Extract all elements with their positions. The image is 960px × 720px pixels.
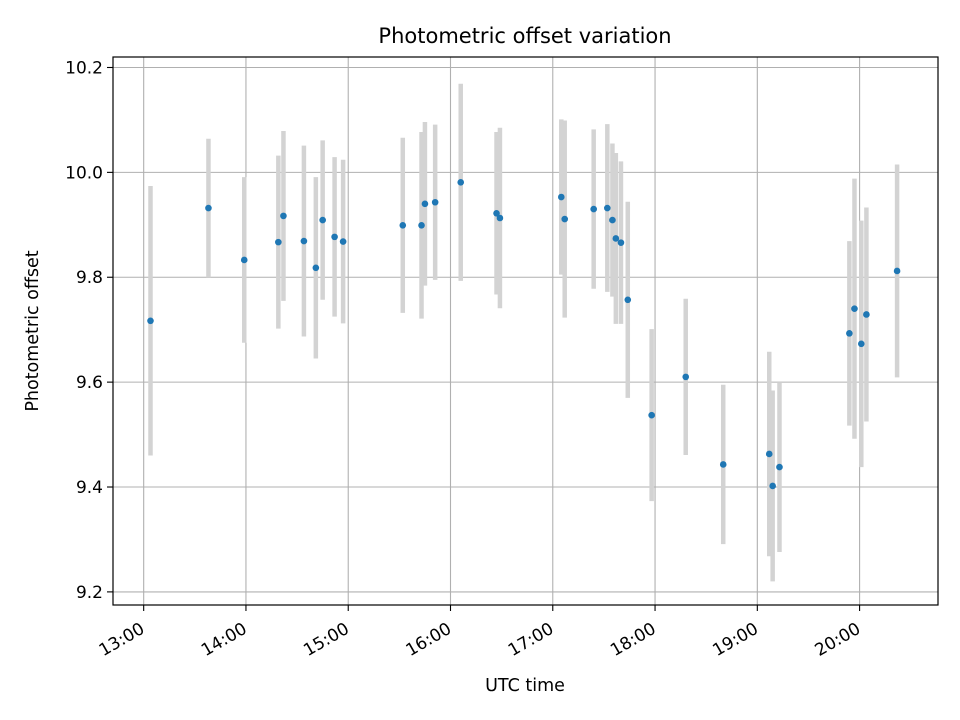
data-point xyxy=(765,450,773,458)
y-tick-label: 10.0 xyxy=(65,163,103,183)
data-point xyxy=(399,222,407,229)
data-point xyxy=(624,296,632,304)
data-point xyxy=(590,205,597,213)
data-point xyxy=(893,267,901,275)
data-point xyxy=(418,222,425,229)
data-point xyxy=(300,237,308,245)
data-point xyxy=(205,204,212,212)
data-point xyxy=(147,317,154,325)
data-point xyxy=(240,256,248,264)
y-tick-label: 9.6 xyxy=(76,373,103,393)
data-point xyxy=(846,330,853,337)
data-point xyxy=(431,198,439,206)
data-point xyxy=(612,235,620,242)
data-point xyxy=(493,209,500,217)
data-point xyxy=(776,463,783,471)
data-point xyxy=(319,216,326,224)
y-tick-label: 9.4 xyxy=(76,478,103,498)
data-point xyxy=(339,238,347,245)
y-tick-label: 10.2 xyxy=(65,58,103,78)
x-axis-label: UTC time xyxy=(485,676,565,696)
data-point xyxy=(331,233,338,241)
data-point xyxy=(457,179,465,186)
y-axis-label: Photometric offset xyxy=(23,250,43,411)
chart-title: Photometric offset variation xyxy=(378,24,671,48)
data-point xyxy=(719,461,727,468)
data-point xyxy=(863,311,870,318)
data-point xyxy=(682,373,690,381)
data-point xyxy=(609,216,616,224)
data-point xyxy=(275,238,282,246)
y-tick-label: 9.8 xyxy=(76,268,103,288)
data-point xyxy=(496,214,504,222)
data-point xyxy=(857,340,865,348)
grid-lines xyxy=(113,57,938,605)
y-tick-label: 9.2 xyxy=(76,583,103,603)
data-point xyxy=(648,411,655,419)
data-point xyxy=(312,264,320,272)
plot-frame xyxy=(112,56,939,606)
data-point xyxy=(557,193,565,201)
data-point xyxy=(280,212,287,220)
data-point xyxy=(851,305,858,313)
data-point xyxy=(421,200,429,208)
data-point xyxy=(617,239,625,246)
data-points xyxy=(147,179,901,490)
data-point xyxy=(604,204,611,212)
data-point xyxy=(561,215,569,223)
data-point xyxy=(769,482,776,490)
